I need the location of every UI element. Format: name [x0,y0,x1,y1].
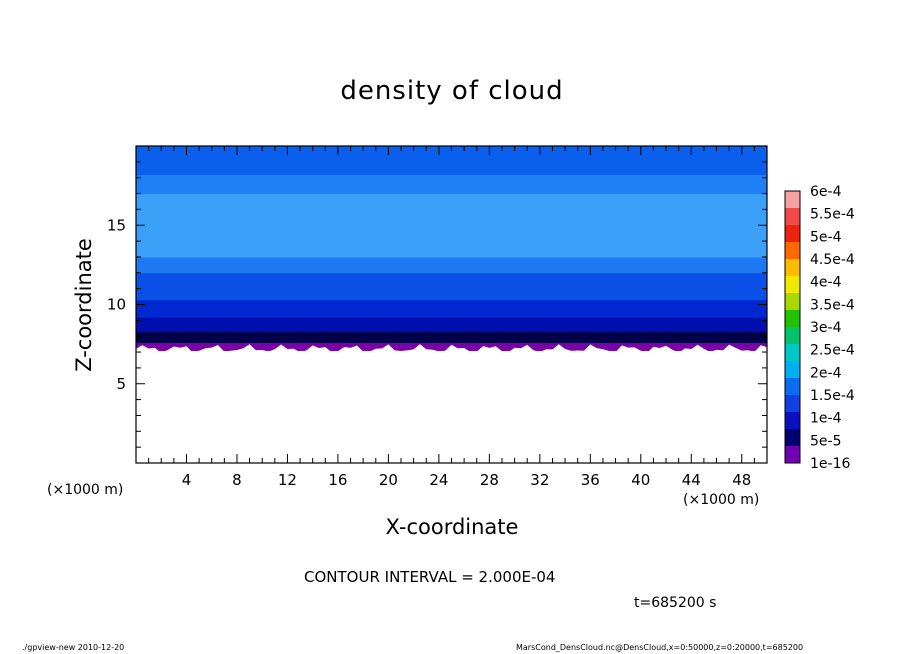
colorbar: 6e-4 5.5e-4 5e-4 4.5e-4 4e-4 3.5e-4 3e-4 2.5e-4… [784,184,855,472]
x-tick-label: 32 [530,471,549,489]
cloud-band-1 [136,331,767,344]
colorbar-label: 4e-4 [810,275,842,291]
colorbar-swatch [785,395,800,413]
y-tick-label: 15 [107,216,126,234]
colorbar-swatch [785,446,800,464]
x-tick-label: 40 [631,471,650,489]
colorbar-label: 2e-4 [810,365,842,381]
x-unit-label-right: (×1000 m) [683,492,760,508]
colorbar-label: 2.5e-4 [810,343,855,359]
chart-title: density of cloud [340,76,564,106]
colorbar-swatch [785,429,800,447]
colorbar-swatch [785,259,800,277]
x-axis-label: X-coordinate [385,515,519,539]
x-tick-label: 8 [232,471,242,489]
colorbar-swatch [785,242,800,260]
x-tick-label: 16 [328,471,347,489]
x-tick-label: 24 [429,471,448,489]
colorbar-swatch [785,191,800,209]
x-tick-label: 12 [278,471,297,489]
colorbar-label: 1e-16 [810,456,850,472]
colorbar-label: 1e-4 [810,411,842,427]
cloud-band-3 [136,299,767,318]
colorbar-swatch [785,293,800,311]
time-label: t=685200 s [634,595,717,611]
x-tick-label: 36 [581,471,600,489]
colorbar-swatch [785,344,800,362]
contour-interval-note: CONTOUR INTERVAL = 2.000E-04 [304,568,556,586]
cloud-band-7 [136,174,767,195]
colorbar-swatch [785,225,800,243]
colorbar-label: 3e-4 [810,320,842,336]
x-unit-label-left: (×1000 m) [47,482,124,498]
colorbar-swatch [785,208,800,226]
footer-left-text: ./gpview-new 2010-12-20 [22,643,125,652]
colorbar-label: 3.5e-4 [810,297,855,313]
colorbar-frame [784,190,801,464]
colorbar-swatch [785,276,800,294]
cloud-band-4 [136,272,767,301]
x-tick-label: 44 [682,471,701,489]
x-tick-label: 48 [732,471,751,489]
colorbar-label: 5e-5 [810,433,841,449]
colorbar-label: 5e-4 [810,229,842,245]
colorbar-swatch [785,310,800,328]
cloud-density-field [136,146,767,357]
colorbar-label: 1.5e-4 [810,388,855,404]
colorbar-swatch [785,378,800,396]
cloud-band-2 [136,317,767,332]
colorbar-swatch [785,327,800,345]
colorbar-label: 5.5e-4 [810,207,855,223]
y-tick-label: 10 [107,296,126,314]
x-tick-label: 20 [379,471,398,489]
colorbar-swatch [785,361,800,379]
y-tick-label: 5 [116,375,126,393]
cloud-base-edge [136,344,767,357]
footer-right-text: MarsCond_DensCloud.nc@DensCloud,x=0:5000… [516,643,804,652]
cloud-band-6 [136,193,767,258]
colorbar-label: 6e-4 [810,184,842,200]
x-tick-label: 4 [182,471,192,489]
cloud-band-5 [136,256,767,274]
colorbar-swatch [785,412,800,430]
x-tick-label: 28 [480,471,499,489]
colorbar-label: 4.5e-4 [810,252,855,268]
